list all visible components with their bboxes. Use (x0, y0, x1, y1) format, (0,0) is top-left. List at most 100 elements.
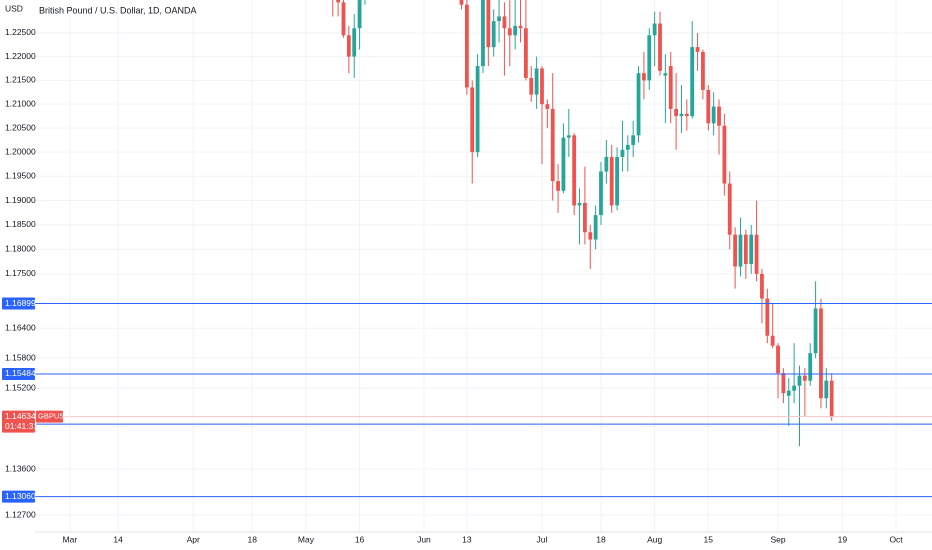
x-tick-label: 15 (704, 534, 714, 544)
y-tick-label: 1.22000 (5, 51, 36, 61)
symbol-box (36, 410, 63, 423)
candle-body (647, 35, 652, 81)
x-tick-label: 18 (596, 534, 606, 544)
candle-body (765, 298, 770, 336)
candle-body (706, 89, 711, 124)
candle-body (652, 23, 657, 36)
candle-body (668, 66, 673, 109)
y-tick-label: 1.15200 (5, 382, 36, 392)
x-tick-label: Oct (889, 534, 903, 544)
candle-body (690, 47, 695, 117)
price-label-box (2, 367, 35, 380)
candle-body (620, 149, 625, 157)
candle-body (684, 113, 689, 117)
axes: 1.22500 1.22000 1.21500 1.21000 1.20500 1.200… (2, 27, 932, 544)
price-label: 1.13060 (5, 491, 36, 501)
candle-body (486, 0, 491, 48)
candle-body (582, 202, 587, 233)
candle-body (475, 66, 480, 153)
candle-body (550, 108, 555, 182)
x-tick-label: Mar (63, 534, 78, 544)
candle-body (346, 35, 351, 57)
candle-body (776, 345, 780, 374)
y-tick-label: 1.13600 (5, 463, 36, 473)
candle-body (727, 183, 732, 235)
x-tick-label: Jul (537, 534, 548, 544)
y-axis-label: USD (5, 3, 23, 13)
candle-body (711, 106, 716, 124)
candle-body (797, 375, 802, 386)
x-tick-label: Apr (187, 534, 200, 544)
x-tick-label: Sep (770, 534, 785, 544)
candle-body (577, 202, 582, 206)
y-tick-label: 1.19000 (5, 195, 36, 205)
candle-body (658, 23, 662, 71)
price-label-box (2, 297, 35, 310)
countdown-label: 01:41:31 (5, 421, 38, 431)
candle-body (786, 390, 791, 396)
candle-body (599, 171, 603, 216)
candle-body (588, 232, 593, 240)
x-tick-label: Aug (647, 534, 662, 544)
candle-body (566, 135, 571, 138)
candle-body (813, 308, 818, 354)
candle-body (593, 215, 598, 240)
candle-body (674, 108, 678, 117)
current-price-label: 1.14634 (5, 411, 36, 421)
candle-body (609, 156, 614, 206)
candle-body (507, 28, 512, 36)
candle-body (631, 135, 636, 145)
candle-body (545, 104, 550, 109)
chart-title: British Pound / U.S. Dollar, 1D, OANDA (39, 5, 197, 15)
candle-body (336, 0, 341, 3)
candle-body (572, 135, 577, 206)
x-tick-label: May (298, 534, 315, 544)
candle-body (497, 16, 501, 22)
candle-body (529, 77, 534, 95)
candle-body (502, 16, 507, 29)
candle-body (341, 2, 346, 36)
y-tick-label: 1.21000 (5, 98, 36, 108)
candle-body (470, 87, 475, 153)
candle-body (802, 375, 807, 381)
x-tick-label: 14 (113, 534, 123, 544)
candle-body (491, 21, 496, 48)
candle-body (829, 380, 834, 417)
candle-body (770, 335, 775, 346)
y-tick-label: 1.19500 (5, 171, 36, 181)
candle-body (534, 68, 539, 95)
candle-body (781, 373, 786, 394)
candle-body (481, 0, 485, 67)
candle-body (561, 137, 566, 191)
candle-body (459, 0, 464, 5)
candle-body (722, 125, 727, 184)
candle-body (760, 273, 764, 299)
y-tick-label: 1.15800 (5, 352, 36, 362)
y-tick-label: 1.21500 (5, 75, 36, 85)
candle-body (523, 28, 528, 78)
candle-body (357, 0, 362, 29)
x-tick-label: 13 (462, 534, 472, 544)
candle-body (625, 144, 630, 150)
x-tick-label: 19 (838, 534, 848, 544)
y-tick-label: 1.16400 (5, 323, 36, 333)
x-tick-label: 18 (248, 534, 258, 544)
candle-body (749, 234, 754, 265)
candle-body (738, 234, 743, 267)
candle-body (701, 51, 705, 90)
y-tick-label: 1.12700 (5, 509, 36, 519)
y-tick-label: 1.18000 (5, 244, 36, 254)
candle-body (824, 380, 829, 399)
candle-body (540, 68, 544, 105)
x-tick-label: 16 (355, 534, 365, 544)
y-tick-label: 1.22500 (5, 27, 36, 37)
candle-body (352, 28, 357, 57)
candle-body (695, 47, 700, 52)
price-label: 1.16899 (5, 298, 36, 308)
candle-body (464, 4, 469, 88)
candle-body (808, 353, 813, 381)
y-tick-label: 1.18500 (5, 219, 36, 229)
candle-body (733, 234, 738, 267)
y-tick-label: 1.20500 (5, 122, 36, 132)
plot-area (35, 0, 932, 498)
